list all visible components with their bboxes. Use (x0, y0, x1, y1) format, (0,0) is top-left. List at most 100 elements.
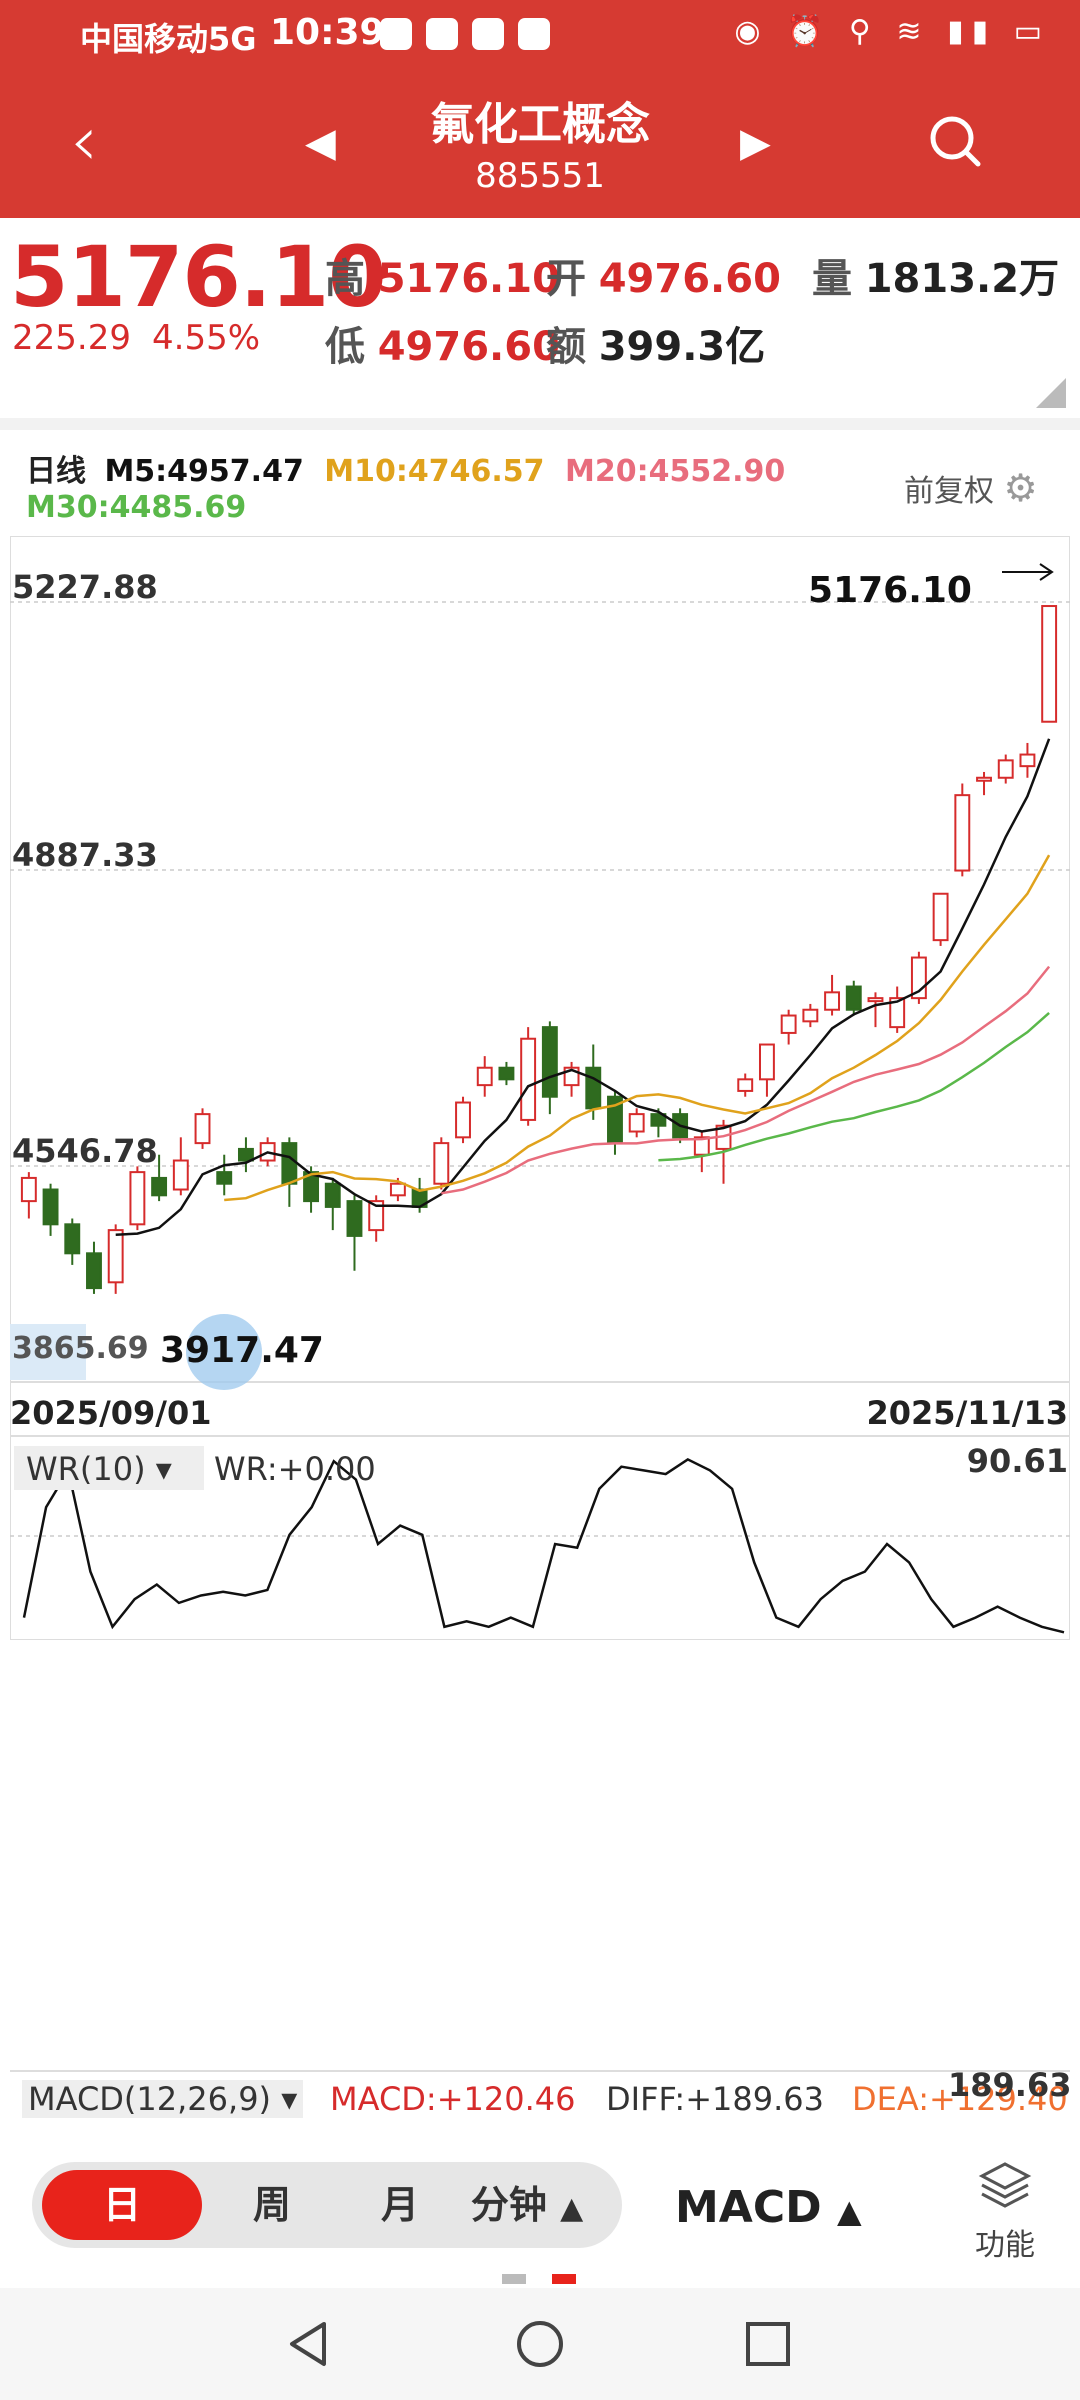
price-change-pct: 4.55% (152, 318, 261, 358)
app-notification-icon (426, 18, 458, 50)
layers-icon (978, 2162, 1032, 2208)
period-label: 日线 (26, 454, 86, 489)
candle (889, 997, 906, 1029)
candle (476, 1066, 493, 1087)
kline-chart: 5227.88 4887.33 4546.78 5176.10 3865.69 3917.… (10, 536, 1070, 1640)
dea-value: DEA:+129.40 (852, 2080, 1068, 2118)
page-title: 氟化工概念 (430, 99, 650, 150)
app-notification-icon (518, 18, 550, 50)
start-date: 2025/09/01 (10, 1394, 212, 1432)
triangle-up-icon: ▲ (560, 2191, 584, 2226)
candle (324, 1182, 341, 1208)
wr-selector: WR(10) ▾ (26, 1450, 172, 1488)
amount-label: 额 (546, 324, 586, 370)
latest-price-label: 5176.10 (808, 570, 972, 611)
candle (997, 759, 1014, 779)
open-label: 开 (546, 256, 586, 302)
macd-value: MACD:+120.46 (330, 2080, 576, 2118)
ma30-line (658, 1011, 1050, 1162)
ma-legend: 日线 M5:4957.47 M10:4746.57 M20:4552.90 M3… (0, 430, 1080, 530)
candle (107, 1229, 124, 1284)
low-value: 4976.60 (377, 324, 560, 370)
notification-icons (380, 18, 550, 50)
next-stock-icon[interactable]: ▶ (740, 120, 771, 166)
expand-corner-icon[interactable] (1036, 378, 1066, 408)
low-price-mark: 3917.47 (160, 1330, 324, 1371)
y-label: 4887.33 (12, 836, 158, 874)
tab-day[interactable]: 日 (42, 2170, 202, 2240)
end-date: 2025/11/13 (867, 1394, 1069, 1432)
last-price: 5176.10 (10, 228, 387, 326)
drag-handle[interactable] (186, 1314, 262, 1390)
candle (758, 1043, 775, 1081)
candle (368, 1200, 385, 1232)
indicator-select-button[interactable]: MACD ▲ (675, 2182, 862, 2233)
back-icon[interactable]: ‹ (70, 100, 98, 182)
ma20-value: M20:4552.90 (564, 454, 786, 489)
candle (824, 991, 841, 1011)
amount-value: 399.3亿 (598, 324, 766, 370)
wr-selector-bg[interactable] (14, 1446, 204, 1490)
tab-minute[interactable]: 分钟 ▲ (452, 2162, 602, 2248)
function-button[interactable]: 功能 (972, 2158, 1038, 2264)
candle (650, 1113, 667, 1127)
nav-back-icon[interactable] (282, 2318, 334, 2370)
candle (541, 1026, 558, 1098)
ma10-line (224, 854, 1051, 1202)
candle (194, 1113, 211, 1145)
header: ‹ ◀ 氟化工概念 885551 ▶ (0, 70, 1080, 218)
period-selector: 日 周 月 分钟 ▲ (32, 2162, 622, 2248)
candle (954, 794, 971, 872)
wr-line (22, 1457, 1065, 1634)
volume-value: 1813.2万 (864, 256, 1060, 302)
tab-month[interactable]: 月 (380, 2183, 419, 2227)
adjust-label[interactable]: 前复权 (904, 474, 994, 509)
app-notification-icon (472, 18, 504, 50)
candle (1041, 605, 1058, 723)
triangle-up-icon: ▲ (836, 2192, 862, 2230)
candle (737, 1078, 754, 1092)
scroll-hint-box[interactable] (10, 1324, 86, 1380)
prev-stock-icon[interactable]: ◀ (305, 120, 336, 166)
carrier-text: 中国移动5G (80, 20, 257, 58)
status-bar: 中国移动5G 10:39 ◉ ⏰ ⚲ ≋ ▮▮ ▭ (0, 0, 1080, 70)
candle (520, 1037, 537, 1121)
period-bar: 日 周 月 分钟 ▲ MACD ▲ 功能 (0, 2122, 1080, 2288)
candle (129, 1171, 146, 1226)
candle (455, 1101, 471, 1139)
divider (0, 418, 1080, 430)
open-value: 4976.60 (598, 256, 781, 302)
candle (932, 892, 949, 942)
page-dot-active (552, 2274, 576, 2284)
quote-panel: 5176.10 225.29 4.55% 高 5176.10 开 4976.60… (0, 218, 1080, 418)
y-label: 5227.88 (12, 568, 158, 606)
page-dot (502, 2274, 526, 2284)
candle (216, 1171, 233, 1185)
stock-code: 885551 (475, 156, 605, 196)
macd-max-label: 189.63 (948, 2070, 1070, 2104)
app-notification-icon (380, 18, 412, 50)
settings-gear-icon[interactable]: ⚙ (1003, 466, 1038, 510)
candle (1019, 753, 1036, 768)
candle (20, 1176, 37, 1203)
high-value: 5176.10 (377, 256, 560, 302)
chart-area[interactable]: 5227.88 4887.33 4546.78 5176.10 3865.69 3917.… (10, 536, 1070, 1640)
candle (845, 985, 862, 1011)
macd-selector[interactable]: MACD(12,26,9) ▾ (22, 2080, 304, 2118)
candle (693, 1136, 710, 1156)
candle (86, 1252, 102, 1290)
nav-home-icon[interactable] (514, 2318, 566, 2370)
wr-max-label: 90.61 (967, 1442, 1068, 1480)
candle (346, 1200, 363, 1237)
system-status-icons: ◉ ⏰ ⚲ ≋ ▮▮ ▭ (734, 14, 1050, 49)
search-icon[interactable] (928, 114, 982, 168)
candle (303, 1171, 320, 1203)
candle (585, 1066, 602, 1110)
candle (867, 997, 884, 1003)
candle (151, 1176, 168, 1197)
candle (498, 1066, 515, 1081)
nav-recent-icon[interactable] (744, 2320, 792, 2368)
candle (802, 1008, 819, 1023)
tab-week[interactable]: 周 (252, 2183, 291, 2227)
candle (433, 1142, 450, 1185)
